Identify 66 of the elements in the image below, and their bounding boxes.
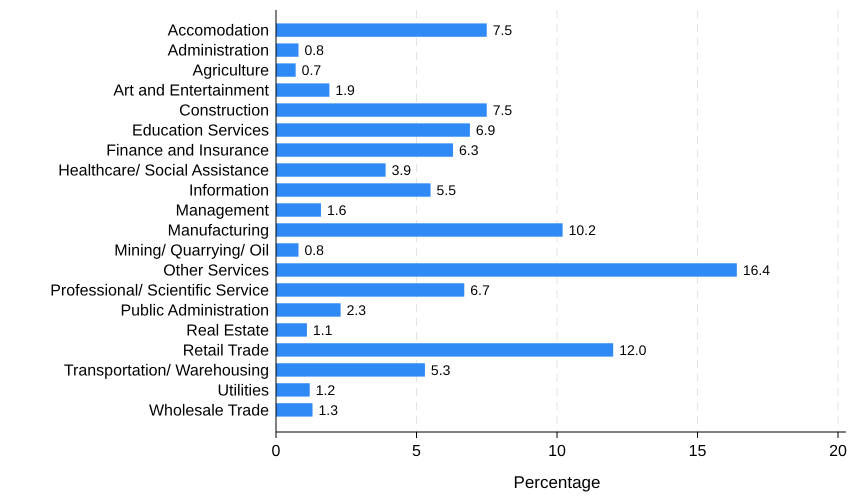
bar xyxy=(276,403,313,417)
bar xyxy=(276,163,386,177)
y-tick-label: Education Services xyxy=(132,122,269,140)
data-label: 0.8 xyxy=(304,242,324,258)
bar xyxy=(276,363,425,377)
y-tick-label: Healthcare/ Social Assistance xyxy=(58,162,270,180)
data-label: 5.5 xyxy=(436,182,456,198)
x-tick-label: 10 xyxy=(548,443,566,460)
bar xyxy=(276,83,330,97)
bar xyxy=(276,123,470,137)
data-label: 1.2 xyxy=(316,382,336,398)
y-tick-label: Public Administration xyxy=(120,302,269,320)
data-label: 1.3 xyxy=(318,402,338,418)
data-label: 0.7 xyxy=(302,62,322,78)
data-label: 6.7 xyxy=(470,282,490,298)
data-label: 12.0 xyxy=(619,342,647,358)
bar xyxy=(276,243,298,257)
bar xyxy=(276,383,310,397)
y-tick-label: Manufacturing xyxy=(168,222,269,240)
y-tick-label: Management xyxy=(176,202,270,220)
y-tick-label: Utilities xyxy=(217,382,269,400)
y-tick-label: Art and Entertainment xyxy=(113,82,270,100)
y-tick-label: Administration xyxy=(168,42,269,60)
data-label: 7.5 xyxy=(492,102,512,118)
y-tick-label: Finance and Insurance xyxy=(106,142,270,160)
bar xyxy=(276,263,737,277)
bar xyxy=(276,23,487,37)
data-label: 10.2 xyxy=(568,222,596,238)
y-tick-label: Construction xyxy=(179,102,269,120)
bar xyxy=(276,223,563,237)
data-label: 1.1 xyxy=(312,322,333,338)
bar xyxy=(276,203,321,217)
bar xyxy=(276,343,614,357)
data-label: 3.9 xyxy=(392,162,412,178)
y-tick-label: Transportation/ Warehousing xyxy=(64,362,269,380)
data-label: 1.6 xyxy=(326,202,347,218)
bar xyxy=(276,143,454,157)
x-tick-label: 5 xyxy=(412,443,422,460)
bar xyxy=(276,63,296,77)
y-tick-label: Real Estate xyxy=(186,322,270,340)
bar xyxy=(276,283,464,297)
y-tick-label: Other Services xyxy=(163,262,269,280)
bar xyxy=(276,103,487,117)
bar xyxy=(276,323,307,337)
y-tick-label: Information xyxy=(188,182,269,200)
data-label: 0.8 xyxy=(304,42,324,58)
bar xyxy=(276,43,298,57)
y-tick-label: Professional/ Scientific Service xyxy=(50,282,270,300)
bar xyxy=(276,183,431,197)
data-label: 6.3 xyxy=(459,142,479,158)
x-tick-label: 15 xyxy=(688,443,706,460)
y-tick-label: Accomodation xyxy=(168,22,269,40)
x-tick-label: 20 xyxy=(829,443,847,460)
data-label: 1.9 xyxy=(335,82,356,98)
y-tick-label: Retail Trade xyxy=(182,342,270,360)
x-axis-title: Percentage xyxy=(514,473,600,492)
data-label: 2.3 xyxy=(346,302,366,318)
data-label: 5.3 xyxy=(430,362,451,378)
x-tick-label: 0 xyxy=(272,443,281,460)
data-label: 7.5 xyxy=(492,22,512,38)
y-tick-label: Agriculture xyxy=(192,62,270,80)
data-label: 16.4 xyxy=(742,262,770,278)
bar xyxy=(276,303,341,317)
data-label: 6.9 xyxy=(476,122,496,138)
y-tick-label: Wholesale Trade xyxy=(148,402,270,420)
y-tick-label: Mining/ Quarrying/ Oil xyxy=(114,242,269,260)
